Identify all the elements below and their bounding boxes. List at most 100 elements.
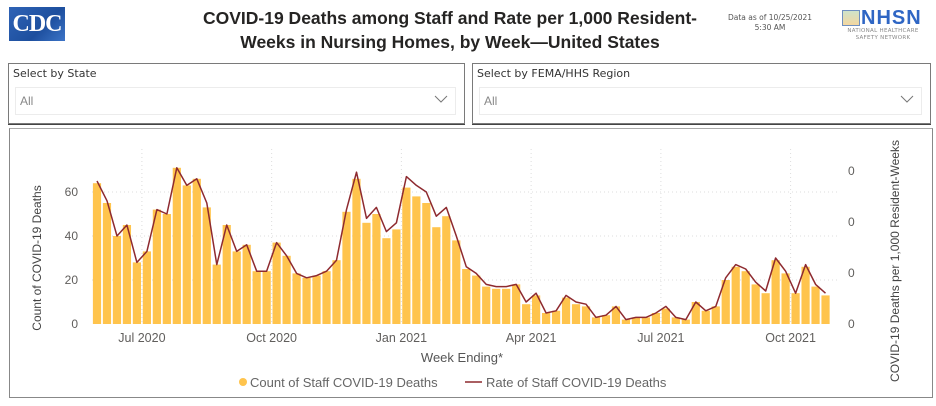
bar: [532, 295, 541, 324]
bar: [202, 207, 211, 324]
y2-tick-label: 0: [848, 266, 855, 280]
region-slicer-label: Select by FEMA/HHS Region: [477, 67, 631, 80]
bar: [611, 306, 621, 324]
cdc-logo: CDC: [9, 7, 65, 41]
bar: [801, 266, 810, 324]
nhsn-logo-subtitle: NATIONAL HEALTHCARE SAFETY NETWORK: [840, 28, 926, 42]
combo-chart: 0 20 40 60 0 0 0 0 Jul 2020 Oct 2020 Jan 2021 Apr…: [30, 140, 902, 390]
chart-container: 0 20 40 60 0 0 0 0 Jul 2020 Oct 2020 Jan 2021 Apr…: [9, 128, 933, 398]
bar: [811, 286, 820, 324]
bar: [362, 222, 371, 324]
bar: [92, 183, 102, 324]
bar: [342, 211, 351, 324]
rate-line: [96, 167, 826, 321]
bar: [821, 295, 830, 324]
x-tick-label: Jul 2021: [637, 331, 684, 345]
legend: Count of Staff COVID-19 Deaths Rate of S…: [239, 375, 667, 390]
bar: [332, 260, 341, 324]
bar: [641, 317, 650, 324]
bar: [382, 238, 391, 324]
bar: [601, 315, 611, 324]
bar: [322, 271, 331, 324]
bar: [302, 277, 311, 324]
data-as-of: Data as of 10/25/2021 5:30 AM: [725, 13, 815, 33]
bar: [551, 310, 561, 324]
bar: [541, 313, 551, 324]
bar: [661, 308, 670, 324]
region-dropdown-value: All: [484, 94, 498, 108]
bar: [282, 255, 291, 324]
bar: [392, 229, 401, 324]
title-line-2: Weeks in Nursing Homes, by Week—United S…: [240, 32, 660, 52]
y-tick-label: 20: [65, 273, 79, 287]
chevron-down-icon[interactable]: [899, 91, 915, 107]
bar: [591, 317, 601, 324]
line-series: [96, 167, 826, 321]
bar: [561, 297, 571, 324]
legend-marker-count: [239, 378, 247, 386]
bar: [452, 240, 461, 324]
y-axis-right: 0 0 0 0: [848, 164, 855, 331]
bar: [112, 236, 122, 324]
bar: [631, 317, 641, 324]
bar: [571, 304, 581, 324]
legend-label-count[interactable]: Count of Staff COVID-19 Deaths: [250, 375, 438, 390]
state-slicer: Select by State All: [8, 63, 465, 124]
chevron-down-icon[interactable]: [433, 91, 449, 107]
bar: [272, 242, 281, 324]
y-axis-left: 0 20 40 60: [65, 185, 79, 331]
data-as-of-time: 5:30 AM: [754, 23, 786, 32]
bar: [482, 286, 491, 324]
nhsn-logo-text: NHSN: [861, 7, 922, 29]
bar: [751, 284, 760, 324]
y-tick-label: 0: [71, 317, 78, 331]
bar: [142, 251, 151, 324]
bar: [252, 271, 261, 324]
bar: [432, 227, 441, 324]
bar: [761, 293, 770, 324]
x-tick-label: Oct 2021: [765, 331, 816, 345]
bar: [182, 185, 191, 324]
bar: [721, 280, 730, 324]
bar: [791, 293, 800, 324]
title-line-1: COVID-19 Deaths among Staff and Rate per…: [202, 8, 698, 28]
bar: [462, 269, 471, 324]
page-title: COVID-19 Deaths among Staff and Rate per…: [170, 6, 730, 54]
y2-tick-label: 0: [848, 215, 855, 229]
x-axis-title: Week Ending*: [421, 350, 503, 365]
bar: [691, 302, 700, 324]
bar: [442, 216, 451, 324]
legend-label-rate[interactable]: Rate of Staff COVID-19 Deaths: [486, 375, 667, 390]
bar: [402, 187, 411, 324]
region-slicer: Select by FEMA/HHS Region All: [472, 63, 931, 124]
bar: [771, 260, 780, 324]
state-slicer-label: Select by State: [13, 67, 97, 80]
nhsn-logo: NHSN NATIONAL HEALTHCARE SAFETY NETWORK: [840, 7, 930, 52]
x-tick-label: Apr 2021: [506, 331, 557, 345]
bar-series: [92, 167, 830, 324]
bar: [502, 288, 511, 324]
bar: [352, 178, 361, 324]
monitor-icon: [842, 10, 860, 26]
bar: [132, 262, 142, 324]
y-axis-title: Count of COVID-19 Deaths: [30, 185, 44, 330]
bar: [152, 209, 161, 324]
bar: [192, 178, 201, 324]
bar: [122, 225, 132, 324]
bar: [262, 271, 271, 324]
bar: [711, 306, 720, 324]
data-as-of-date: Data as of 10/25/2021: [727, 13, 813, 22]
region-dropdown[interactable]: All: [479, 87, 922, 115]
nhsn-sub-line-1: NATIONAL HEALTHCARE: [847, 28, 919, 34]
bar: [492, 288, 501, 324]
bar: [681, 319, 690, 324]
y2-tick-label: 0: [848, 317, 855, 331]
bar: [242, 244, 251, 324]
bar: [472, 275, 481, 324]
x-tick-label: Jul 2020: [118, 331, 165, 345]
bar: [372, 214, 381, 324]
state-dropdown[interactable]: All: [15, 87, 456, 115]
bar: [222, 225, 231, 324]
y-tick-label: 60: [65, 185, 79, 199]
bar: [731, 266, 740, 324]
